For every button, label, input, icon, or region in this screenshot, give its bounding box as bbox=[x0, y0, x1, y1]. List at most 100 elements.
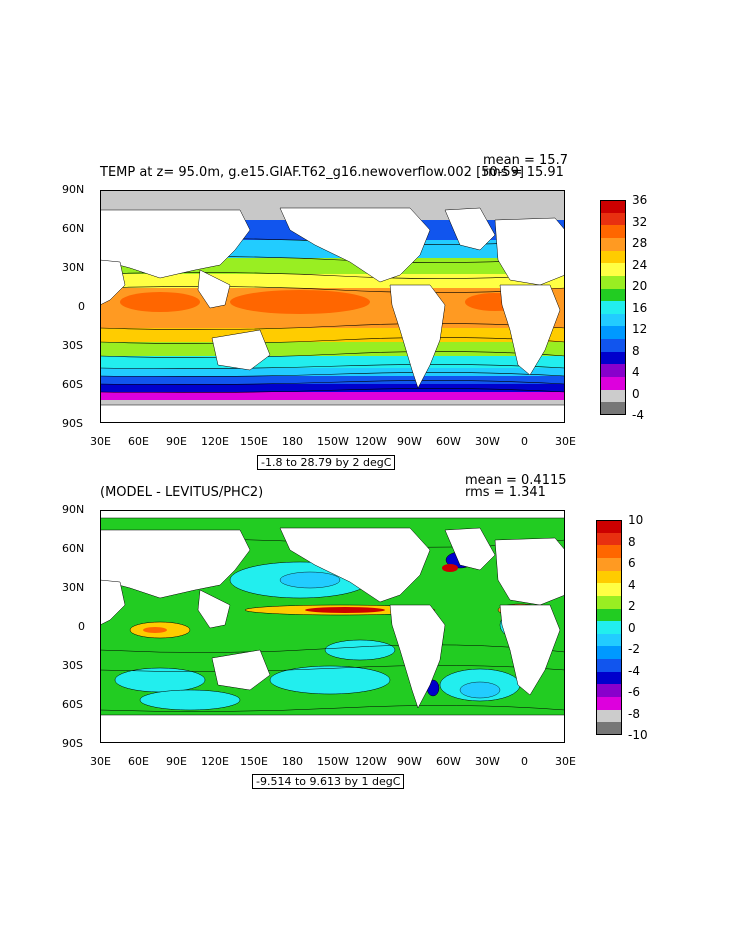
lon-label: 180 bbox=[282, 435, 303, 448]
lat-label: 60S bbox=[62, 378, 83, 391]
lat-label: 90S bbox=[62, 417, 83, 430]
colorbar-swatch bbox=[596, 671, 622, 685]
lon-label: 30E bbox=[555, 435, 576, 448]
colorbar-swatch bbox=[600, 313, 626, 327]
colorbar-swatch bbox=[596, 557, 622, 572]
colorbar-label: 4 bbox=[632, 365, 640, 379]
colorbar-label: -6 bbox=[628, 685, 640, 699]
colorbar-label: 16 bbox=[632, 300, 648, 315]
lat-label: 0 bbox=[78, 620, 85, 633]
colorbar-swatch bbox=[596, 709, 622, 723]
lon-label: 30E bbox=[90, 435, 111, 448]
lon-label: 150W bbox=[317, 755, 349, 768]
colorbar-label: 4 bbox=[628, 577, 636, 592]
lat-label: 30N bbox=[62, 261, 85, 274]
mean-stat: mean = 0.4115 bbox=[465, 473, 567, 488]
lon-label: 150W bbox=[317, 435, 349, 448]
colorbar-label: -4 bbox=[632, 408, 644, 422]
colorbar bbox=[600, 200, 626, 416]
rms-stat: rms = 1.341 bbox=[465, 485, 546, 500]
colorbar-swatch bbox=[596, 608, 622, 622]
lon-label: 0 bbox=[521, 435, 528, 448]
colorbar-label: 12 bbox=[632, 322, 648, 336]
colorbar-swatch bbox=[600, 288, 626, 302]
lon-label: 90W bbox=[397, 435, 422, 448]
lon-label: 30E bbox=[555, 755, 576, 768]
lat-label: 30N bbox=[62, 581, 85, 594]
difference-map-panel: mean = 0.4115 rms = 1.341 (MODEL - LEVIT… bbox=[0, 470, 733, 800]
colorbar-swatch bbox=[596, 684, 622, 698]
colorbar-label: 24 bbox=[632, 257, 648, 272]
map-title: TEMP at z= 95.0m, g.e15.GIAF.T62_g16.new… bbox=[100, 165, 524, 180]
colorbar-swatch bbox=[596, 697, 622, 711]
colorbar-label: -4 bbox=[628, 663, 640, 678]
colorbar-swatch bbox=[600, 351, 626, 365]
colorbar-swatch bbox=[600, 402, 626, 416]
lon-label: 120E bbox=[201, 435, 229, 448]
colorbar-swatch bbox=[596, 633, 622, 647]
colorbar-label: 8 bbox=[628, 534, 636, 549]
lon-label: 30W bbox=[475, 755, 500, 768]
range-label: -1.8 to 28.79 by 2 degC bbox=[257, 455, 396, 470]
lon-label: 0 bbox=[521, 755, 528, 768]
colorbar-label: 0 bbox=[628, 620, 636, 635]
colorbar-swatch bbox=[596, 659, 622, 673]
lat-label: 30S bbox=[62, 659, 83, 672]
lon-label: 120E bbox=[201, 755, 229, 768]
colorbar-label: 32 bbox=[632, 214, 648, 229]
lat-label: 60N bbox=[62, 222, 85, 235]
colorbar-swatch bbox=[600, 237, 626, 252]
colorbar-swatch bbox=[596, 532, 622, 546]
colorbar-swatch bbox=[596, 583, 622, 597]
range-label: -9.514 to 9.613 by 1 degC bbox=[252, 774, 405, 789]
colorbar-swatch bbox=[600, 225, 626, 239]
colorbar-swatch bbox=[600, 212, 626, 226]
colorbar-swatch bbox=[600, 364, 626, 378]
lat-label: 30S bbox=[62, 339, 83, 352]
colorbar-swatch bbox=[600, 326, 626, 340]
colorbar-label: 20 bbox=[632, 279, 648, 293]
colorbar-swatch bbox=[600, 250, 626, 264]
lat-label: 60S bbox=[62, 698, 83, 711]
lon-label: 180 bbox=[282, 755, 303, 768]
lat-label: 0 bbox=[78, 300, 85, 313]
lon-label: 120W bbox=[355, 755, 387, 768]
colorbar-label: 6 bbox=[628, 556, 636, 570]
colorbar-label: 8 bbox=[632, 343, 640, 358]
lat-label: 90N bbox=[62, 183, 85, 196]
colorbar-label: 2 bbox=[628, 599, 636, 613]
colorbar-swatch bbox=[596, 595, 622, 610]
colorbar-swatch bbox=[596, 570, 622, 584]
lon-label: 60W bbox=[436, 755, 461, 768]
lon-label: 90E bbox=[166, 755, 187, 768]
lon-label: 30E bbox=[90, 755, 111, 768]
colorbar-swatch bbox=[600, 339, 626, 353]
lon-label: 60W bbox=[436, 435, 461, 448]
colorbar-swatch bbox=[596, 520, 622, 534]
colorbar-label: 10 bbox=[628, 513, 644, 527]
colorbar-swatch bbox=[596, 621, 622, 635]
colorbar-swatch bbox=[600, 200, 626, 214]
colorbar-label: -10 bbox=[628, 728, 648, 742]
lon-label: 30W bbox=[475, 435, 500, 448]
colorbar-swatch bbox=[600, 301, 626, 315]
colorbar-label: -8 bbox=[628, 706, 640, 721]
colorbar-swatch bbox=[596, 722, 622, 736]
lon-label: 60E bbox=[128, 755, 149, 768]
colorbar bbox=[596, 520, 622, 736]
map-title: (MODEL - LEVITUS/PHC2) bbox=[100, 485, 264, 500]
colorbar-swatch bbox=[600, 263, 626, 277]
lon-label: 90E bbox=[166, 435, 187, 448]
colorbar-label: 36 bbox=[632, 193, 648, 207]
lat-label: 90N bbox=[62, 503, 85, 516]
colorbar-swatch bbox=[600, 275, 626, 290]
temperature-map-panel: mean = 15.7 rms = 15.91 TEMP at z= 95.0m… bbox=[0, 150, 733, 480]
difference-map bbox=[100, 510, 565, 743]
lat-label: 60N bbox=[62, 542, 85, 555]
colorbar-swatch bbox=[600, 389, 626, 403]
lon-label: 60E bbox=[128, 435, 149, 448]
mean-stat: mean = 15.7 bbox=[483, 153, 568, 168]
colorbar-label: 0 bbox=[632, 386, 640, 401]
colorbar-swatch bbox=[600, 377, 626, 391]
temperature-map bbox=[100, 190, 565, 423]
